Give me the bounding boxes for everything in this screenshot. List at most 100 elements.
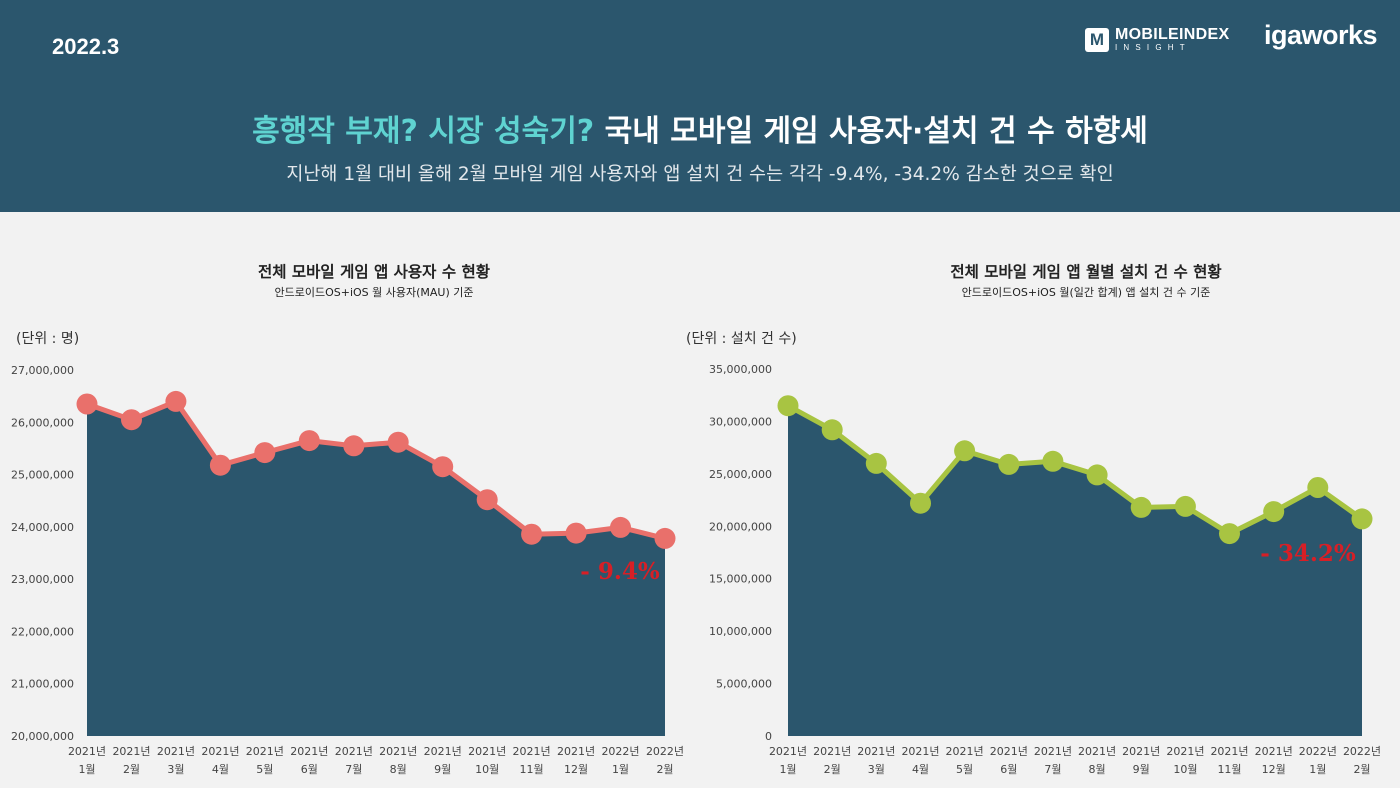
right-xtick-month: 4월 xyxy=(912,763,929,776)
right-ytick-label: 15,000,000 xyxy=(709,573,772,586)
right-xtick-month: 2월 xyxy=(1353,763,1370,776)
right-chart-title: 전체 모바일 게임 앱 월별 설치 건 수 현황 xyxy=(950,263,1222,281)
page-title-main: 국내 모바일 게임 사용자·설치 건 수 하향세 xyxy=(594,114,1148,149)
igaworks-logo: igaworks xyxy=(1264,20,1378,50)
right-xtick-month: 7월 xyxy=(1044,763,1061,776)
right-xtick-year: 2022년 xyxy=(1299,745,1337,758)
left-data-point xyxy=(521,523,543,545)
report-date: 2022.3 xyxy=(52,34,120,59)
left-xtick-month: 8월 xyxy=(390,763,407,776)
left-chart-unit: (단위 : 명) xyxy=(16,331,80,347)
right-area-fill xyxy=(788,405,1362,736)
right-xtick-year: 2022년 xyxy=(1343,745,1381,758)
left-xtick-year: 2021년 xyxy=(157,745,195,758)
right-xtick-year: 2021년 xyxy=(1166,745,1204,758)
left-xtick-month: 2월 xyxy=(123,763,140,776)
left-xtick-month: 3월 xyxy=(167,763,184,776)
page-title-accent: 흥행작 부재? 시장 성숙기? xyxy=(252,114,595,149)
right-ytick-label: 30,000,000 xyxy=(709,415,772,428)
left-xtick-month: 5월 xyxy=(256,763,273,776)
right-ytick-label: 0 xyxy=(765,730,772,743)
right-data-point xyxy=(777,395,799,417)
left-xtick-month: 1월 xyxy=(78,763,95,776)
right-xtick-year: 2021년 xyxy=(990,745,1028,758)
right-xtick-month: 5월 xyxy=(956,763,973,776)
right-xtick-year: 2021년 xyxy=(946,745,984,758)
left-xtick-year: 2022년 xyxy=(601,745,639,758)
left-ytick-label: 23,000,000 xyxy=(11,573,74,586)
left-xtick-month: 4월 xyxy=(212,763,229,776)
left-ytick-label: 24,000,000 xyxy=(11,521,74,534)
right-xtick-month: 6월 xyxy=(1000,763,1017,776)
left-xtick-year: 2021년 xyxy=(201,745,239,758)
right-change-annotation: - 34.2% xyxy=(1260,540,1356,567)
mobileindex-logo-insight: INSIGHT xyxy=(1115,43,1191,52)
left-xtick-year: 2021년 xyxy=(68,745,106,758)
left-chart-title: 전체 모바일 게임 앱 사용자 수 현황 xyxy=(257,263,491,281)
right-xtick-month: 11월 xyxy=(1217,763,1241,776)
left-data-point xyxy=(432,456,454,478)
right-xtick-month: 9월 xyxy=(1133,763,1150,776)
right-ytick-label: 35,000,000 xyxy=(709,363,772,376)
left-data-point xyxy=(476,489,498,511)
left-xtick-year: 2021년 xyxy=(290,745,328,758)
right-xtick-year: 2021년 xyxy=(901,745,939,758)
left-xtick-month: 2월 xyxy=(656,763,673,776)
left-xtick-year: 2021년 xyxy=(379,745,417,758)
right-xtick-month: 3월 xyxy=(868,763,885,776)
left-change-annotation: - 9.4% xyxy=(580,558,660,585)
right-data-point xyxy=(1351,508,1373,530)
left-ytick-label: 22,000,000 xyxy=(11,625,74,638)
right-xtick-year: 2021년 xyxy=(1122,745,1160,758)
right-xtick-year: 2021년 xyxy=(813,745,851,758)
right-data-point xyxy=(1263,501,1285,523)
left-chart-subtitle: 안드로이드OS+iOS 월 사용자(MAU) 기준 xyxy=(274,286,474,299)
left-ytick-label: 21,000,000 xyxy=(11,678,74,691)
left-xtick-month: 6월 xyxy=(301,763,318,776)
mobileindex-logo: M MOBILEINDEX INSIGHT xyxy=(1085,27,1229,53)
right-data-point xyxy=(910,492,931,514)
left-ytick-label: 27,000,000 xyxy=(11,364,74,377)
left-data-point xyxy=(654,527,676,549)
left-data-point xyxy=(121,409,142,431)
left-data-point xyxy=(343,435,365,457)
right-chart-unit: (단위 : 설치 건 수) xyxy=(686,331,797,347)
right-data-point xyxy=(1042,450,1064,472)
right-data-point xyxy=(1307,477,1329,498)
right-xtick-month: 1월 xyxy=(779,763,796,776)
right-xtick-year: 2021년 xyxy=(857,745,895,758)
left-data-point xyxy=(387,431,409,453)
page-title: 흥행작 부재? 시장 성숙기? 국내 모바일 게임 사용자·설치 건 수 하향세 xyxy=(0,106,1400,150)
left-xtick-year: 2021년 xyxy=(246,745,284,758)
left-ytick-label: 26,000,000 xyxy=(11,416,74,429)
right-data-point xyxy=(998,453,1020,475)
page-subtitle: 지난해 1월 대비 올해 2월 모바일 게임 사용자와 앱 설치 건 수는 각각… xyxy=(286,164,1114,185)
right-xtick-month: 1월 xyxy=(1309,763,1326,776)
left-xtick-month: 7월 xyxy=(345,763,362,776)
right-data-point xyxy=(1174,495,1196,517)
left-xtick-year: 2022년 xyxy=(646,745,684,758)
right-xtick-month: 8월 xyxy=(1089,763,1106,776)
right-xtick-month: 12월 xyxy=(1262,763,1286,776)
right-xtick-year: 2021년 xyxy=(1210,745,1248,758)
left-xtick-year: 2021년 xyxy=(557,745,595,758)
left-xtick-month: 12월 xyxy=(564,763,588,776)
mobileindex-logo-icon: M xyxy=(1085,28,1109,52)
left-area-fill xyxy=(87,401,665,736)
right-xtick-year: 2021년 xyxy=(1255,745,1293,758)
right-ytick-label: 5,000,000 xyxy=(716,678,772,691)
left-data-point xyxy=(76,393,98,415)
right-chart-subtitle: 안드로이드OS+iOS 월(일간 합계) 앱 설치 건 수 기준 xyxy=(961,286,1211,299)
right-data-point xyxy=(1219,523,1240,545)
right-xtick-month: 10월 xyxy=(1173,763,1197,776)
right-ytick-label: 20,000,000 xyxy=(709,520,772,533)
left-xtick-year: 2021년 xyxy=(513,745,551,758)
left-xtick-month: 10월 xyxy=(475,763,499,776)
right-xtick-year: 2021년 xyxy=(769,745,807,758)
left-xtick-year: 2021년 xyxy=(468,745,506,758)
left-data-point xyxy=(209,454,231,476)
left-xtick-year: 2021년 xyxy=(424,745,462,758)
right-data-point xyxy=(1086,464,1108,486)
right-data-point xyxy=(1130,496,1152,518)
left-data-point xyxy=(298,430,320,452)
